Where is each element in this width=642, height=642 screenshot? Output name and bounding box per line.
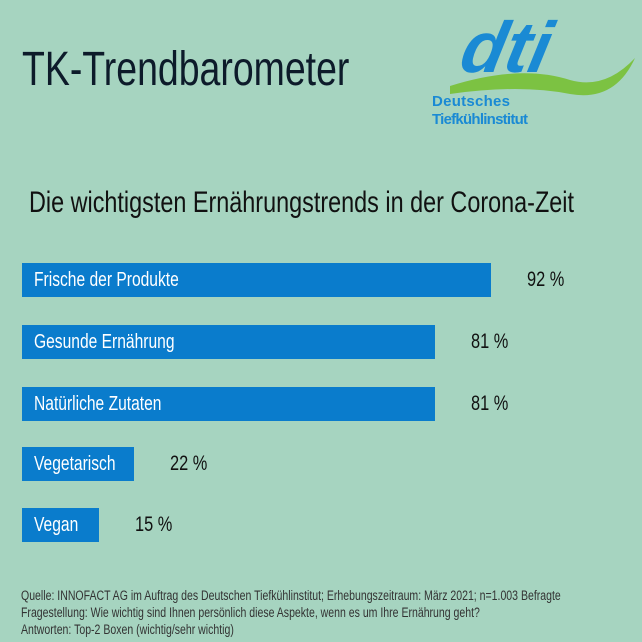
- question-note: Fragestellung: Wie wichtig sind Ihnen pe…: [21, 605, 480, 620]
- bar: Frische der Produkte: [22, 263, 492, 297]
- footer-notes: Quelle: INNOFACT AG im Auftrag des Deuts…: [21, 587, 642, 638]
- bar-category-label: Gesunde Ernährung: [34, 331, 175, 353]
- svg-text:Tiefkühlinstitut: Tiefkühlinstitut: [432, 111, 528, 128]
- source-note: Quelle: INNOFACT AG im Auftrag des Deuts…: [21, 588, 561, 603]
- bar-category-label: Vegetarisch: [34, 453, 116, 475]
- answers-note: Antworten: Top-2 Boxen (wichtig/sehr wic…: [21, 622, 234, 637]
- bar: Vegetarisch: [22, 447, 135, 481]
- bar-value-label: 81 %: [471, 392, 509, 415]
- dti-logo: dti Deutsches Tiefkühlinstitut: [432, 14, 635, 128]
- page-title: TK-Trendbarometer: [22, 43, 350, 96]
- bar-category-label: Frische der Produkte: [34, 269, 179, 291]
- bar: Natürliche Zutaten: [22, 387, 436, 421]
- bar-category-label: Natürliche Zutaten: [34, 393, 162, 415]
- bar-category-label: Vegan: [34, 514, 79, 536]
- chart-title: Die wichtigsten Ernährungstrends in der …: [29, 186, 574, 219]
- bar-value-label: 15 %: [134, 513, 172, 536]
- bar-value-label: 92 %: [527, 268, 565, 291]
- svg-text:Deutsches: Deutsches: [432, 93, 510, 110]
- bar: Vegan: [22, 508, 99, 542]
- bar-value-label: 81 %: [471, 330, 509, 353]
- bar-value-label: 22 %: [170, 452, 208, 475]
- bar: Gesunde Ernährung: [22, 325, 436, 359]
